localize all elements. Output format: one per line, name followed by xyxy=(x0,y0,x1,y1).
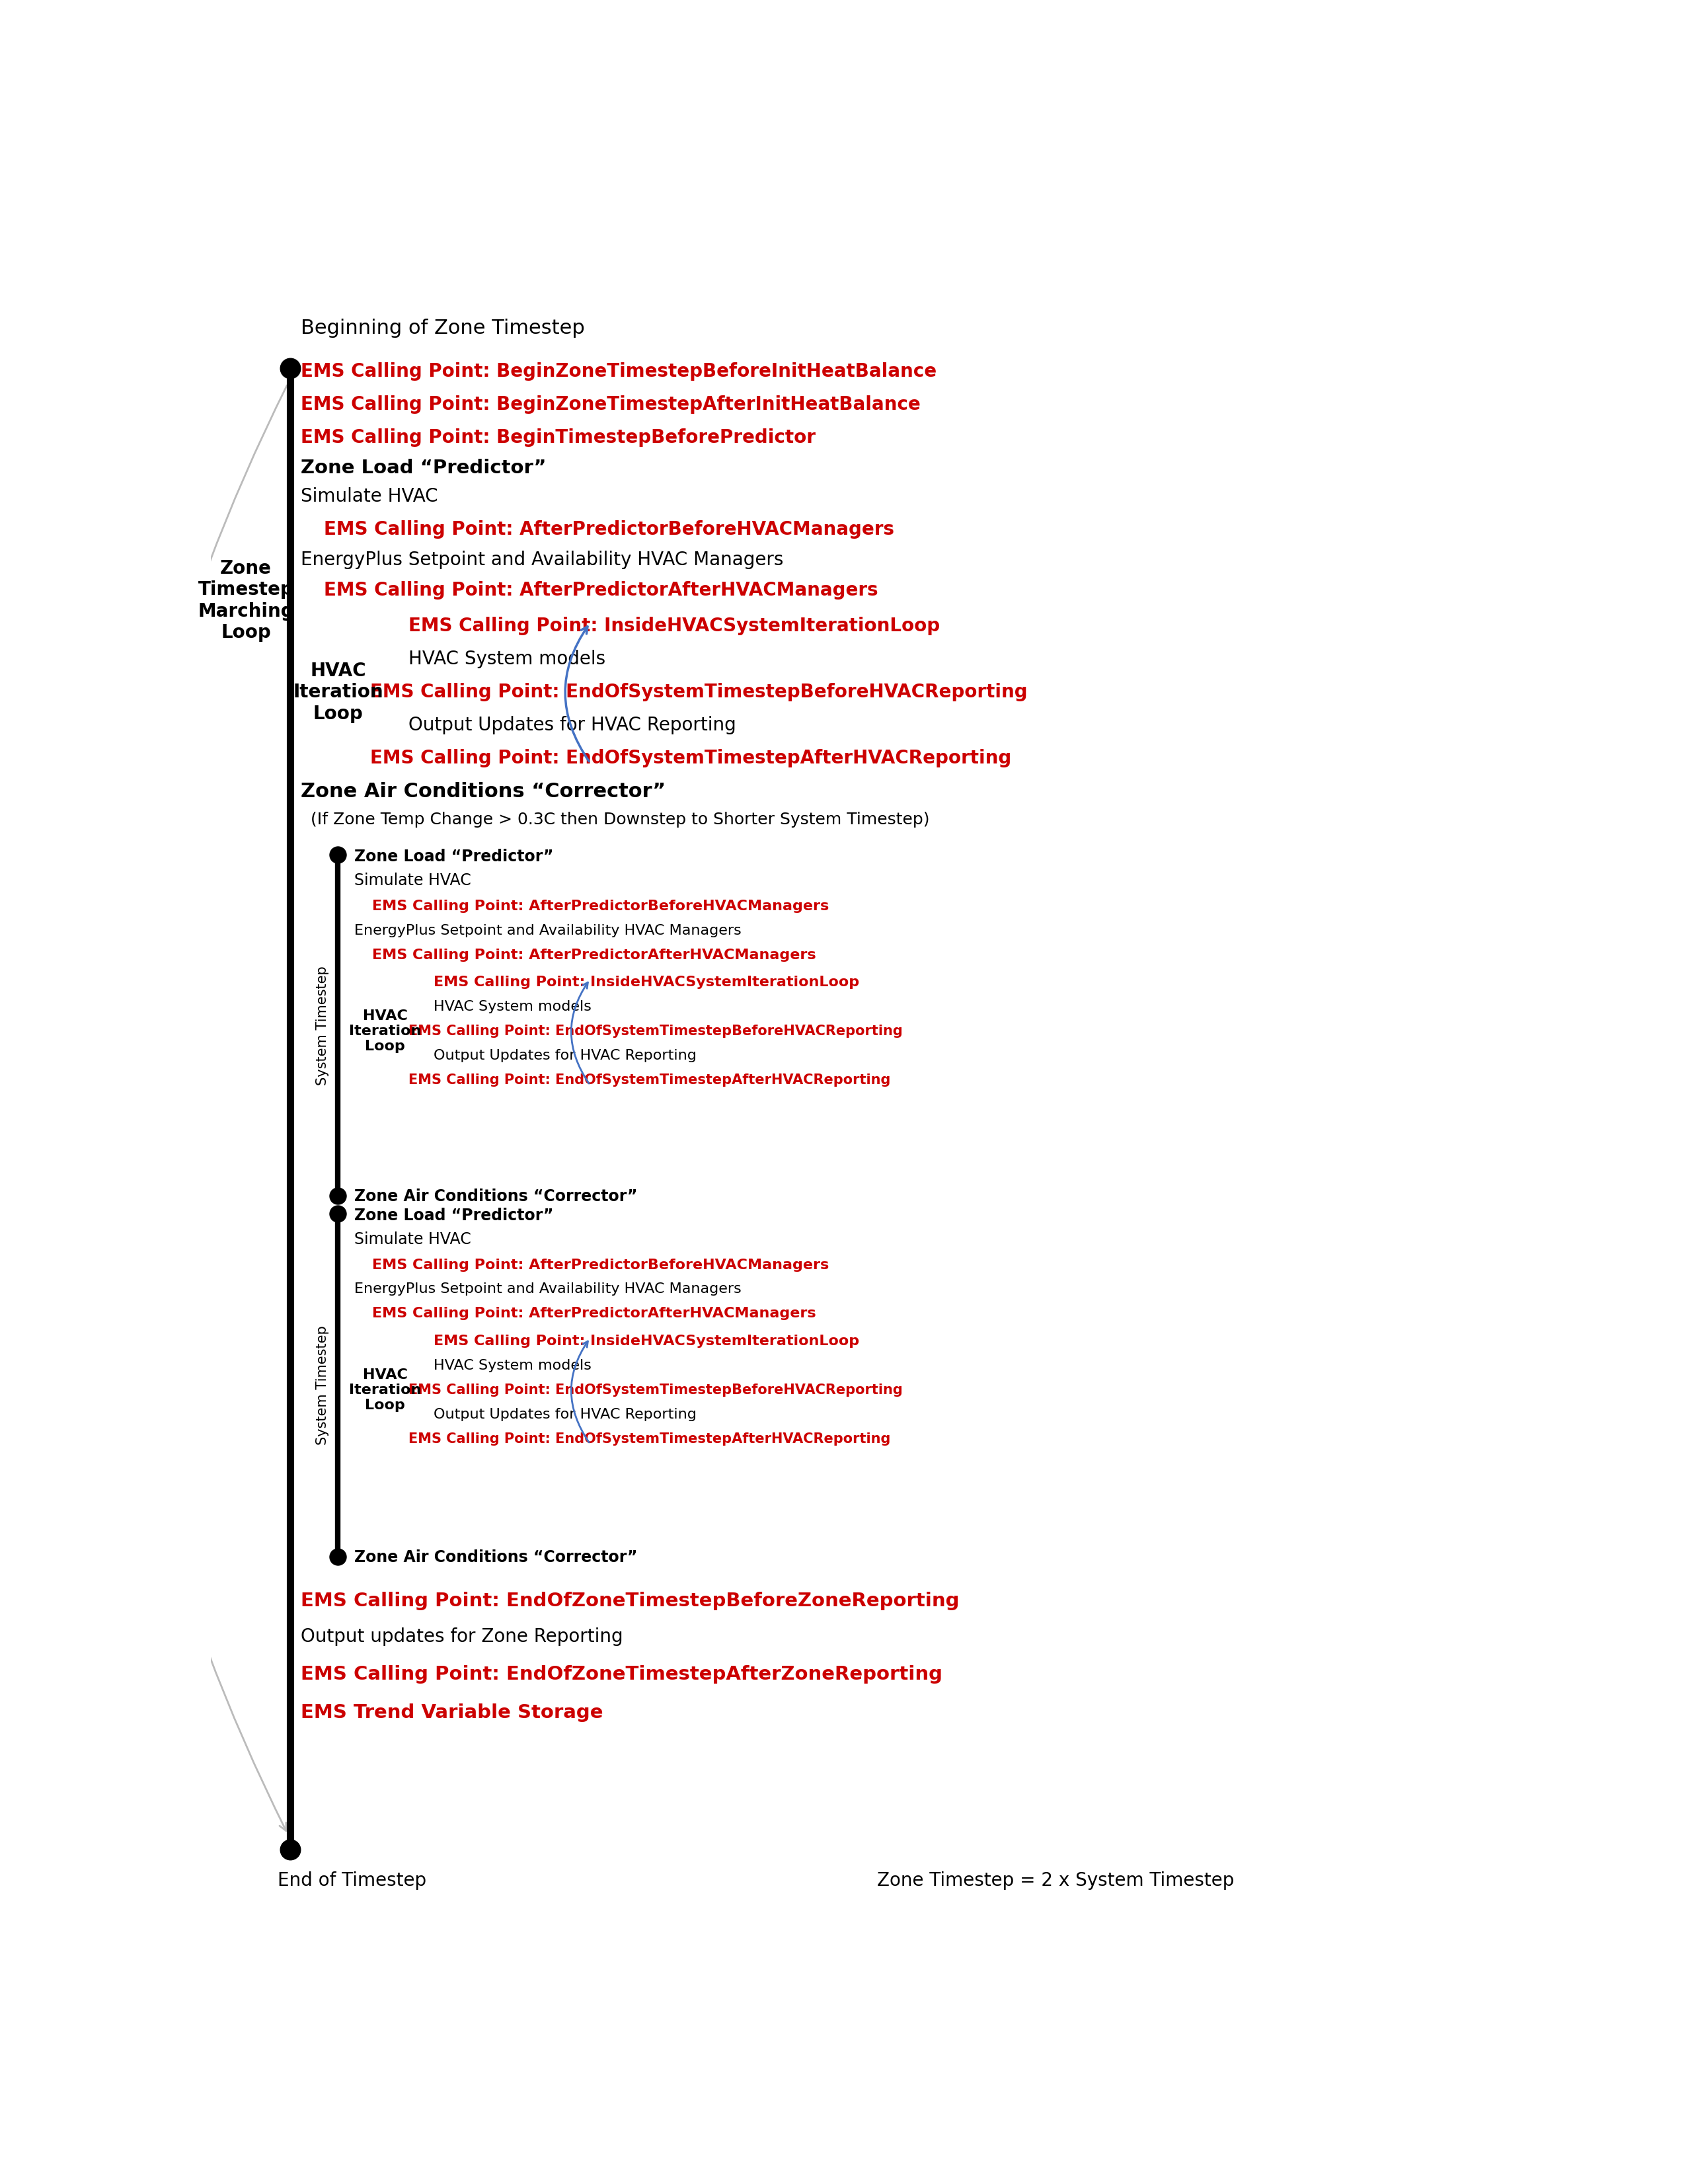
Text: EMS Calling Point: EndOfSystemTimestepBeforeHVACReporting: EMS Calling Point: EndOfSystemTimestepBe… xyxy=(370,684,1028,701)
Text: EMS Calling Point: EndOfSystemTimestepBeforeHVACReporting: EMS Calling Point: EndOfSystemTimestepBe… xyxy=(408,1382,903,1396)
Text: EMS Calling Point: BeginZoneTimestepBeforeInitHeatBalance: EMS Calling Point: BeginZoneTimestepBefo… xyxy=(300,363,937,380)
Text: Beginning of Zone Timestep: Beginning of Zone Timestep xyxy=(300,319,584,339)
Text: HVAC
Iteration
Loop: HVAC Iteration Loop xyxy=(349,1009,422,1053)
Text: HVAC System models: HVAC System models xyxy=(408,649,606,668)
Text: EMS Calling Point: BeginTimestepBeforePredictor: EMS Calling Point: BeginTimestepBeforePr… xyxy=(300,428,815,448)
Text: EMS Calling Point: InsideHVACSystemIterationLoop: EMS Calling Point: InsideHVACSystemItera… xyxy=(434,1334,859,1348)
Text: System Timestep: System Timestep xyxy=(316,1326,329,1446)
Text: EMS Calling Point: AfterPredictorAfterHVACManagers: EMS Calling Point: AfterPredictorAfterHV… xyxy=(373,1306,817,1319)
Text: EMS Calling Point: EndOfZoneTimestepAfterZoneReporting: EMS Calling Point: EndOfZoneTimestepAfte… xyxy=(300,1664,942,1684)
Text: HVAC System models: HVAC System models xyxy=(434,1000,592,1013)
Text: EMS Calling Point: AfterPredictorBeforeHVACManagers: EMS Calling Point: AfterPredictorBeforeH… xyxy=(324,520,895,539)
Text: HVAC System models: HVAC System models xyxy=(434,1358,592,1372)
Text: Simulate HVAC: Simulate HVAC xyxy=(354,871,471,889)
Text: Zone Load “Predictor”: Zone Load “Predictor” xyxy=(354,847,554,865)
Text: EnergyPlus Setpoint and Availability HVAC Managers: EnergyPlus Setpoint and Availability HVA… xyxy=(300,550,783,570)
Text: EMS Calling Point: EndOfZoneTimestepBeforeZoneReporting: EMS Calling Point: EndOfZoneTimestepBefo… xyxy=(300,1592,959,1610)
FancyArrowPatch shape xyxy=(106,387,287,1830)
Text: EMS Calling Point: EndOfSystemTimestepAfterHVACReporting: EMS Calling Point: EndOfSystemTimestepAf… xyxy=(370,749,1011,767)
Text: HVAC
Iteration
Loop: HVAC Iteration Loop xyxy=(294,662,383,723)
Text: EMS Calling Point: AfterPredictorBeforeHVACManagers: EMS Calling Point: AfterPredictorBeforeH… xyxy=(373,900,829,913)
Text: EMS Calling Point: BeginZoneTimestepAfterInitHeatBalance: EMS Calling Point: BeginZoneTimestepAfte… xyxy=(300,395,920,413)
Text: EMS Calling Point: EndOfSystemTimestepBeforeHVACReporting: EMS Calling Point: EndOfSystemTimestepBe… xyxy=(408,1024,903,1037)
Text: End of Timestep: End of Timestep xyxy=(277,1872,427,1889)
Text: Output Updates for HVAC Reporting: Output Updates for HVAC Reporting xyxy=(408,716,736,734)
Text: EMS Calling Point: InsideHVACSystemIterationLoop: EMS Calling Point: InsideHVACSystemItera… xyxy=(434,976,859,989)
Text: EnergyPlus Setpoint and Availability HVAC Managers: EnergyPlus Setpoint and Availability HVA… xyxy=(354,924,741,937)
Text: EMS Calling Point: AfterPredictorBeforeHVACManagers: EMS Calling Point: AfterPredictorBeforeH… xyxy=(373,1258,829,1271)
Text: Zone
Timestep
Marching
Loop: Zone Timestep Marching Loop xyxy=(197,559,294,642)
Text: EnergyPlus Setpoint and Availability HVAC Managers: EnergyPlus Setpoint and Availability HVA… xyxy=(354,1282,741,1295)
Text: EMS Calling Point: InsideHVACSystemIterationLoop: EMS Calling Point: InsideHVACSystemItera… xyxy=(408,616,940,636)
Text: Zone Load “Predictor”: Zone Load “Predictor” xyxy=(300,459,547,478)
Text: HVAC
Iteration
Loop: HVAC Iteration Loop xyxy=(349,1367,422,1411)
Text: Simulate HVAC: Simulate HVAC xyxy=(300,487,437,505)
Text: Output updates for Zone Reporting: Output updates for Zone Reporting xyxy=(300,1627,623,1645)
Text: Zone Load “Predictor”: Zone Load “Predictor” xyxy=(354,1208,554,1223)
Text: Zone Air Conditions “Corrector”: Zone Air Conditions “Corrector” xyxy=(354,1548,638,1566)
Text: (If Zone Temp Change > 0.3C then Downstep to Shorter System Timestep): (If Zone Temp Change > 0.3C then Downste… xyxy=(311,810,930,828)
Text: Simulate HVAC: Simulate HVAC xyxy=(354,1232,471,1247)
Text: EMS Calling Point: AfterPredictorAfterHVACManagers: EMS Calling Point: AfterPredictorAfterHV… xyxy=(324,581,878,601)
Text: Output Updates for HVAC Reporting: Output Updates for HVAC Reporting xyxy=(434,1048,697,1061)
Text: EMS Calling Point: EndOfSystemTimestepAfterHVACReporting: EMS Calling Point: EndOfSystemTimestepAf… xyxy=(408,1433,890,1446)
Text: System Timestep: System Timestep xyxy=(316,965,329,1085)
Text: Zone Air Conditions “Corrector”: Zone Air Conditions “Corrector” xyxy=(300,782,665,802)
Text: Output Updates for HVAC Reporting: Output Updates for HVAC Reporting xyxy=(434,1406,697,1420)
Text: EMS Calling Point: AfterPredictorAfterHVACManagers: EMS Calling Point: AfterPredictorAfterHV… xyxy=(373,948,817,961)
Text: EMS Calling Point: EndOfSystemTimestepAfterHVACReporting: EMS Calling Point: EndOfSystemTimestepAf… xyxy=(408,1072,890,1085)
Text: EMS Trend Variable Storage: EMS Trend Variable Storage xyxy=(300,1704,603,1721)
Text: Zone Timestep = 2 x System Timestep: Zone Timestep = 2 x System Timestep xyxy=(876,1872,1234,1889)
Text: Zone Air Conditions “Corrector”: Zone Air Conditions “Corrector” xyxy=(354,1188,638,1203)
